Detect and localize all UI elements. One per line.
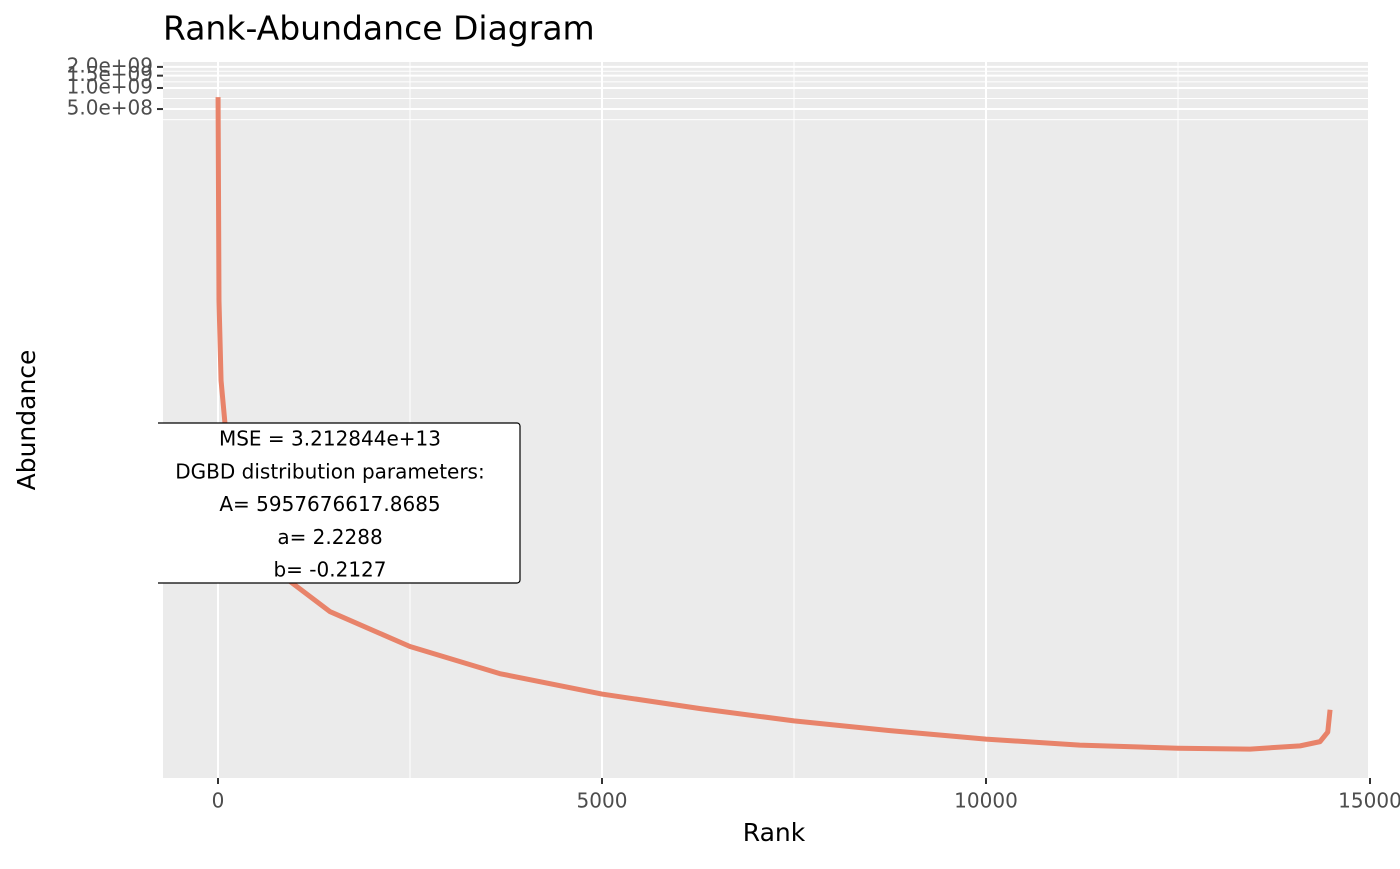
y-tick-label: 2.0e+09 <box>67 53 153 77</box>
y-tick-label: 1.5e+09 <box>67 62 153 86</box>
annotation-text: A= 5957676617.8685 <box>219 492 440 516</box>
y-tick-label: 5.0e+08 <box>67 96 153 120</box>
y-axis-label: Abundance <box>12 350 41 491</box>
x-tick-label: 15000 <box>1338 789 1400 813</box>
chart-title: Rank-Abundance Diagram <box>163 9 595 48</box>
annotation-box <box>158 422 521 584</box>
annotation-text: DGBD distribution parameters: <box>175 459 484 483</box>
x-tick-label: 10000 <box>954 789 1018 813</box>
x-tick-label: 0 <box>212 789 225 813</box>
panel <box>163 62 1368 778</box>
annotation-text: MSE = 3.212844e+13 <box>219 427 441 451</box>
y-tick-label: 1.0e+09 <box>67 74 153 98</box>
annotation-text: b= -0.2127 <box>273 558 386 582</box>
x-tick-label: 5000 <box>577 789 628 813</box>
x-axis-label: Rank <box>743 818 806 847</box>
annotation-text: a= 2.2288 <box>277 525 382 549</box>
